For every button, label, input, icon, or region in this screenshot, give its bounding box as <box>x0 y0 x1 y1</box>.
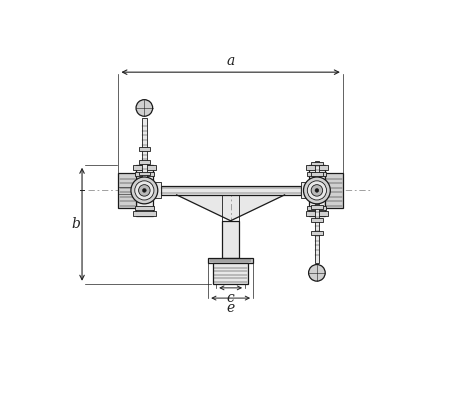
Bar <box>135 172 154 176</box>
Bar <box>136 165 153 216</box>
Bar <box>309 165 325 216</box>
Circle shape <box>303 177 330 204</box>
Bar <box>311 218 323 222</box>
Circle shape <box>135 181 154 200</box>
Bar <box>213 263 248 284</box>
Bar <box>139 171 150 176</box>
Circle shape <box>136 100 153 116</box>
Circle shape <box>131 177 158 204</box>
Bar <box>311 231 323 235</box>
Bar <box>325 173 343 208</box>
Circle shape <box>315 188 319 192</box>
Bar <box>311 172 323 176</box>
Bar <box>139 160 150 164</box>
Circle shape <box>309 264 325 281</box>
Bar <box>142 118 147 177</box>
Bar <box>306 165 328 170</box>
Bar <box>208 257 253 263</box>
Circle shape <box>143 188 146 192</box>
Bar <box>118 173 136 208</box>
Bar <box>161 186 301 195</box>
Bar <box>315 161 319 177</box>
Bar <box>315 204 319 263</box>
Polygon shape <box>176 195 285 221</box>
Bar <box>311 161 323 166</box>
Text: e: e <box>226 301 235 315</box>
Bar <box>133 211 156 216</box>
Bar <box>307 206 327 210</box>
Circle shape <box>307 181 327 200</box>
Text: c: c <box>227 291 234 305</box>
Bar <box>307 172 327 176</box>
Text: b: b <box>72 217 81 231</box>
Bar <box>222 221 239 257</box>
Bar <box>153 183 161 198</box>
Bar <box>135 206 154 210</box>
Circle shape <box>139 185 150 196</box>
Bar <box>139 147 150 151</box>
Circle shape <box>311 185 323 196</box>
Bar <box>301 183 309 198</box>
Bar <box>133 165 156 170</box>
Text: a: a <box>226 54 235 68</box>
Bar <box>311 205 323 209</box>
Bar <box>306 211 328 216</box>
